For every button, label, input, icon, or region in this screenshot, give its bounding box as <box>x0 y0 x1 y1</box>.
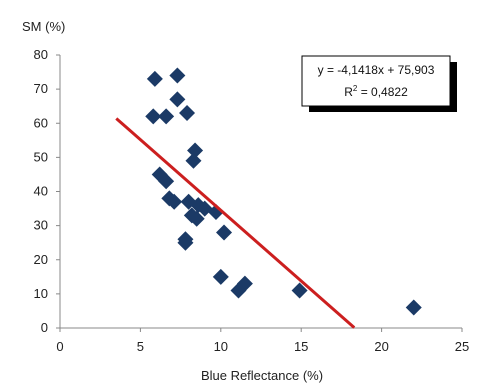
x-tick-label: 10 <box>214 339 228 354</box>
y-tick-label: 40 <box>34 184 48 199</box>
y-tick-label: 70 <box>34 81 48 96</box>
data-point <box>405 299 422 316</box>
y-tick-label: 30 <box>34 218 48 233</box>
data-point <box>185 152 202 169</box>
data-point <box>169 91 186 108</box>
data-point <box>187 142 204 159</box>
y-tick-label: 0 <box>41 320 48 335</box>
data-point <box>158 173 175 190</box>
y-axis-title: SM (%) <box>22 19 65 34</box>
data-point <box>145 108 162 125</box>
data-point <box>169 67 186 84</box>
data-point <box>291 282 308 299</box>
data-point <box>230 282 247 299</box>
data-point <box>158 108 175 125</box>
y-tick-label: 50 <box>34 149 48 164</box>
y-tick-label: 20 <box>34 252 48 267</box>
y-tick-label: 60 <box>34 115 48 130</box>
data-point <box>188 210 205 227</box>
trendline <box>115 117 356 329</box>
x-tick-label: 0 <box>56 339 63 354</box>
data-points <box>145 67 422 316</box>
r-squared-line: R2 = 0,4822 <box>344 84 408 99</box>
y-tick-label: 80 <box>34 47 48 62</box>
x-ticks: 0 5 10 15 20 25 <box>56 328 469 354</box>
y-ticks: 0 10 20 30 40 50 60 70 80 <box>34 47 60 335</box>
x-tick-label: 5 <box>137 339 144 354</box>
equation-line: y = -4,1418x + 75,903 <box>318 63 435 77</box>
data-point <box>216 224 233 241</box>
r-squared-symbol: R <box>344 85 353 99</box>
x-tick-label: 20 <box>374 339 388 354</box>
x-tick-label: 25 <box>455 339 469 354</box>
equation-box-frame <box>301 55 451 107</box>
x-tick-label: 15 <box>294 339 308 354</box>
r-squared-value: = 0,4822 <box>357 85 408 99</box>
x-axis-title: Blue Reflectance (%) <box>201 368 323 383</box>
data-point <box>177 234 194 251</box>
data-point <box>166 193 183 210</box>
equation-box: y = -4,1418x + 75,903 R2 = 0,4822 <box>301 55 457 112</box>
trendline-group <box>115 117 356 329</box>
data-point <box>212 268 229 285</box>
data-point <box>179 105 196 122</box>
y-tick-label: 10 <box>34 286 48 301</box>
data-point <box>146 70 163 87</box>
r-squared-exponent: 2 <box>353 84 358 93</box>
